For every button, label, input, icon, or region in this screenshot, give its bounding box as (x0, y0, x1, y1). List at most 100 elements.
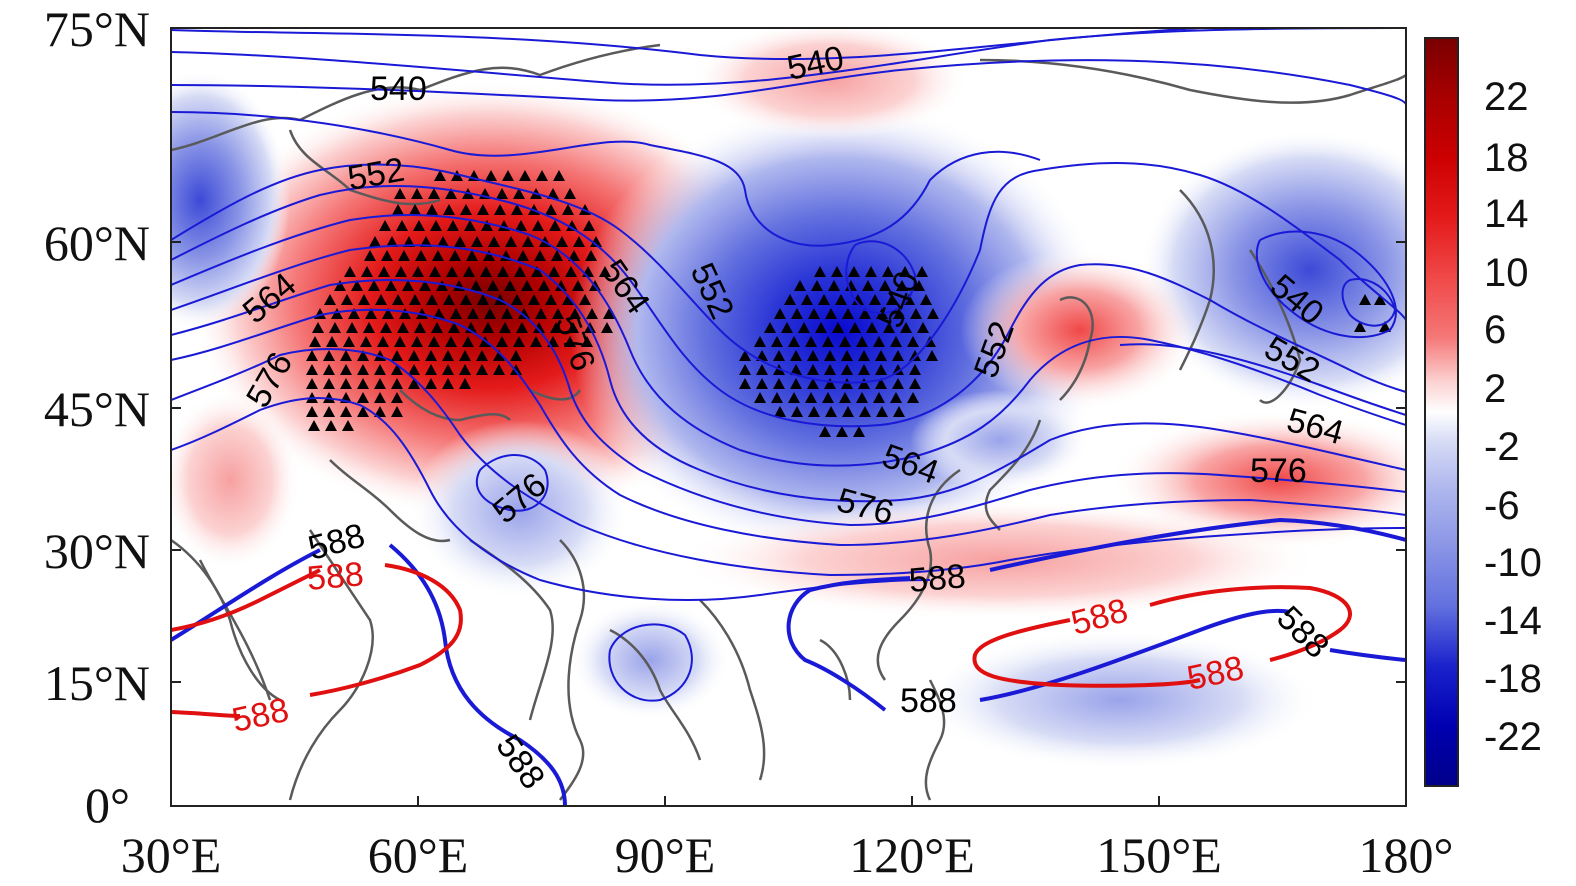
significance-triangle (562, 204, 574, 215)
significance-triangle (781, 322, 793, 333)
significance-triangle (434, 170, 446, 181)
significance-triangle (910, 308, 922, 319)
significance-triangle (853, 426, 865, 437)
significance-triangle (430, 220, 442, 231)
significance-triangle (856, 392, 868, 403)
significance-triangle (419, 280, 431, 291)
significance-triangle (381, 250, 393, 261)
significance-triangle (368, 280, 380, 291)
significance-triangle (920, 294, 932, 305)
significance-triangle (585, 250, 597, 261)
significance-triangle (374, 364, 386, 375)
significance-triangle (522, 236, 534, 247)
y-tick-label: 0° (85, 777, 130, 833)
significance-triangle (428, 336, 440, 347)
significance-triangle (429, 266, 441, 277)
significance-triangle (818, 294, 830, 305)
significance-triangle (324, 294, 336, 305)
x-tick-label: 150°E (1096, 827, 1222, 883)
significance-triangle (739, 350, 751, 361)
significance-triangle (798, 322, 810, 333)
significance-triangle (395, 266, 407, 277)
significance-triangle (566, 220, 578, 231)
colorbar-label: 14 (1484, 192, 1529, 236)
significance-triangle (391, 392, 403, 403)
anomaly-shading (171, 28, 1406, 806)
significance-triangle (909, 378, 921, 389)
significance-triangle (909, 350, 921, 361)
significance-triangle (309, 336, 321, 347)
significance-triangle (325, 420, 337, 431)
significance-triangle (414, 322, 426, 333)
significance-triangle (488, 236, 500, 247)
significance-triangle (433, 308, 445, 319)
colorbar-label: 18 (1484, 136, 1529, 180)
significance-triangle (773, 378, 785, 389)
significance-triangle (531, 266, 543, 277)
significance-triangle (907, 336, 919, 347)
significance-triangle (927, 308, 939, 319)
significance-triangle (565, 266, 577, 277)
significance-triangle (808, 308, 820, 319)
significance-triangle (756, 378, 768, 389)
significance-triangle (869, 294, 881, 305)
significance-triangle (831, 266, 843, 277)
significance-triangle (1374, 294, 1386, 305)
significance-triangle (808, 406, 820, 417)
significance-triangle (445, 188, 457, 199)
axis-ticks (170, 27, 1407, 806)
significance-triangle (1379, 321, 1391, 332)
colorbar-label: -10 (1484, 541, 1542, 585)
significance-triangle (363, 322, 375, 333)
significance-triangle (357, 364, 369, 375)
significance-triangle (790, 378, 802, 389)
significance-triangle (538, 280, 550, 291)
significance-triangle (454, 236, 466, 247)
significance-triangle (377, 336, 389, 347)
significance-triangle (437, 236, 449, 247)
significance-triangle (572, 280, 584, 291)
significance-triangle (581, 336, 593, 347)
significance-triangle (308, 420, 320, 431)
colorbar-label: -2 (1484, 425, 1520, 469)
significance-triangle (807, 364, 819, 375)
significance-triangle (447, 220, 459, 231)
significance-triangle (583, 220, 595, 231)
significance-triangle (824, 378, 836, 389)
significance-triangle (564, 188, 576, 199)
significance-triangle (790, 364, 802, 375)
significance-triangle (875, 350, 887, 361)
colorbar-label: 22 (1484, 75, 1529, 119)
x-tick-label: 90°E (615, 827, 716, 883)
significance-triangle (859, 406, 871, 417)
y-tick-label: 60°N (44, 215, 150, 271)
significance-triangle (409, 204, 421, 215)
significance-triangle (487, 280, 499, 291)
significance-triangle (801, 294, 813, 305)
x-tick-label: 30°E (121, 827, 222, 883)
significance-triangle (402, 280, 414, 291)
y-tick-label: 30°N (44, 523, 150, 579)
significance-triangle (346, 322, 358, 333)
significance-triangle (805, 392, 817, 403)
significance-triangle (814, 266, 826, 277)
x-tick-label: 60°E (368, 827, 469, 883)
significance-triangle (893, 406, 905, 417)
significance-triangle (517, 250, 529, 261)
significance-triangle (378, 266, 390, 277)
significance-triangle (436, 280, 448, 291)
significance-triangle (516, 322, 528, 333)
contour-label: 588 (907, 557, 967, 600)
significance-triangle (875, 364, 887, 375)
significance-triangle (357, 406, 369, 417)
significance-triangle (754, 336, 766, 347)
significance-triangle (369, 236, 381, 247)
significance-triangle (415, 250, 427, 261)
significance-triangle (340, 406, 352, 417)
significance-triangle (334, 280, 346, 291)
significance-triangle (504, 280, 516, 291)
significance-triangle (794, 280, 806, 291)
significance-triangle (842, 406, 854, 417)
significance-triangle (329, 322, 341, 333)
significance-triangle (496, 188, 508, 199)
